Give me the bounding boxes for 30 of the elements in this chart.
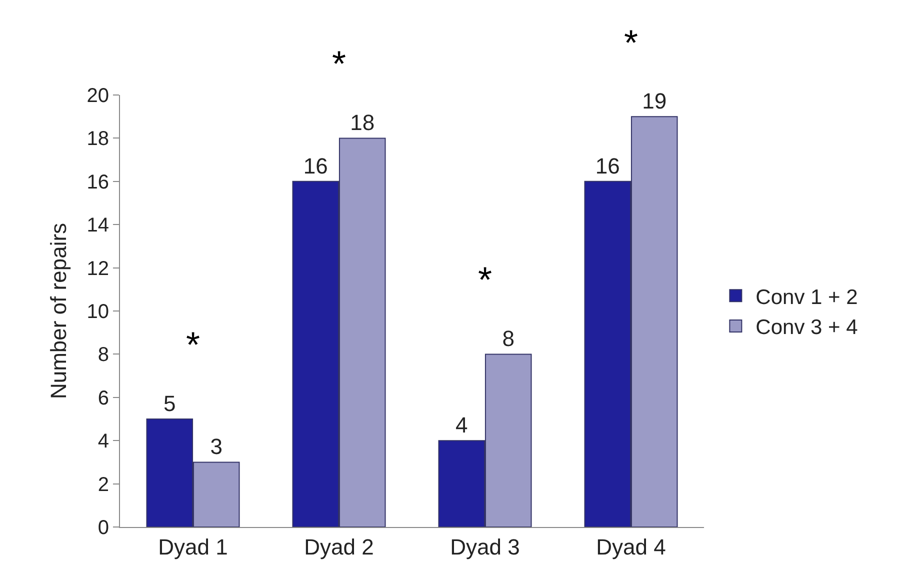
- data-label: 8: [502, 326, 514, 352]
- data-label: 16: [303, 153, 328, 178]
- data-label: 18: [350, 110, 375, 136]
- y-tick-label: 10: [86, 301, 109, 323]
- y-tick-label: 14: [86, 214, 109, 237]
- legend-label: Conv 1 + 2: [756, 286, 858, 309]
- data-label: 19: [642, 88, 667, 114]
- annotation: *: [478, 259, 492, 300]
- y-tick-label: 6: [98, 387, 109, 410]
- y-tick-label: 16: [86, 171, 109, 194]
- data-label: 3: [210, 434, 222, 460]
- data-label: 16: [595, 153, 620, 178]
- legend-label: Conv 3 + 4: [756, 316, 858, 340]
- text: *: [624, 22, 638, 63]
- y-tick-label: 0: [98, 517, 109, 539]
- data-label: 5: [164, 391, 176, 416]
- text: *: [332, 43, 346, 84]
- x-tick-label: Dyad 3: [450, 534, 520, 560]
- y-tick-label: 4: [98, 430, 109, 453]
- y-tick-label: 8: [98, 344, 109, 366]
- y-axis-title: Number of repairs: [46, 222, 71, 400]
- y-tick-label: 2: [98, 474, 109, 496]
- y-tick-label: 20: [86, 85, 109, 107]
- y-tick-label: 12: [86, 258, 109, 280]
- x-tick-label: Dyad 1: [158, 534, 228, 560]
- x-tick-label: Dyad 4: [596, 534, 666, 560]
- annotation: *: [186, 324, 200, 365]
- data-label: 4: [456, 412, 468, 438]
- x-tick-label: Dyad 2: [304, 534, 374, 560]
- y-tick-label: 18: [86, 128, 109, 150]
